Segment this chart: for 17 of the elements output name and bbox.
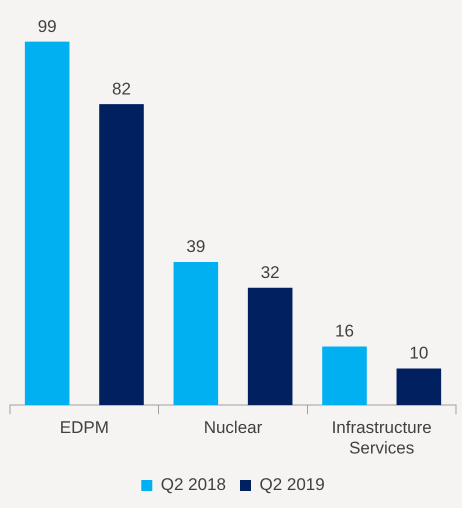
data-label: 82 bbox=[112, 79, 131, 98]
data-label: 99 bbox=[38, 16, 57, 36]
data-label: 39 bbox=[186, 237, 206, 256]
bar bbox=[99, 104, 144, 406]
x-tick-label: Infrastructure Services bbox=[332, 418, 432, 458]
data-label: 16 bbox=[335, 322, 354, 341]
legend-label: Q2 2019 bbox=[260, 475, 325, 494]
bar bbox=[322, 346, 367, 406]
data-label: 32 bbox=[260, 262, 280, 282]
bar bbox=[24, 42, 70, 406]
bar bbox=[248, 288, 292, 406]
x-tick-label: EDPM bbox=[60, 418, 109, 438]
legend-label: Q2 2018 bbox=[160, 475, 226, 494]
data-label: 10 bbox=[409, 344, 428, 363]
x-tick-label: Nuclear bbox=[204, 418, 263, 438]
bar bbox=[174, 262, 218, 406]
bar bbox=[396, 368, 442, 406]
